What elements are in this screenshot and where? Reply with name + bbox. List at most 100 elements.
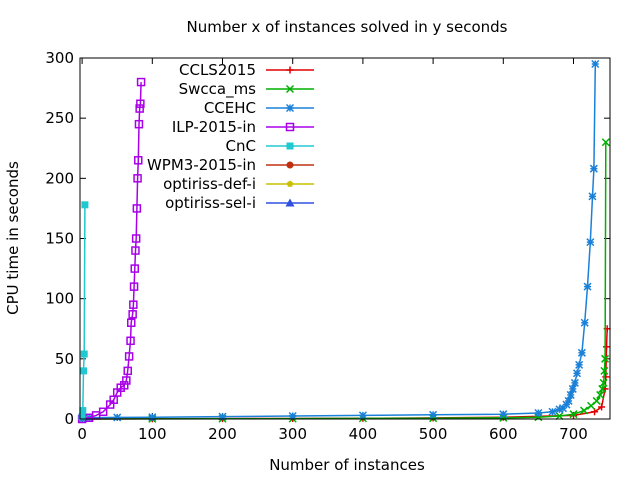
data-point: [129, 300, 138, 309]
data-point: [148, 413, 157, 422]
data-point: [122, 376, 131, 385]
legend-label: CCLS2015: [179, 61, 256, 79]
y-tick-label: 50: [55, 350, 74, 368]
legend-marker: [285, 103, 295, 113]
data-point: [499, 410, 508, 419]
legend-item: ILP-2015-in: [172, 118, 314, 136]
legend-marker: [286, 180, 294, 187]
data-point: [80, 350, 88, 358]
data-point: [132, 204, 142, 213]
legend-item: WPM3-2015-in: [147, 156, 314, 174]
x-tick-label: 0: [77, 425, 87, 443]
data-point: [136, 77, 146, 87]
axes: 0 100 200 300 400 500 600 700 0 50 100 150 200 250 300: [45, 49, 610, 443]
legend-label: WPM3-2015-in: [147, 156, 256, 174]
legend-item: Swcca_ms: [179, 80, 314, 99]
data-point: [598, 384, 607, 393]
y-tick-label: 100: [45, 290, 74, 308]
chart-title: Number x of instances solved in y second…: [187, 18, 508, 36]
data-point: [580, 318, 589, 327]
data-point: [572, 369, 582, 378]
data-point: [534, 408, 543, 418]
y-tick-label: 200: [45, 169, 74, 187]
plot-area: [77, 59, 611, 424]
data-point: [119, 381, 129, 390]
series-line: [82, 142, 607, 420]
data-point: [588, 192, 597, 201]
data-point: [288, 411, 297, 421]
data-point: [123, 366, 132, 376]
data-point: [575, 360, 584, 369]
data-point: [134, 156, 143, 165]
data-point: [601, 138, 610, 147]
x-tick-label: 400: [349, 425, 378, 443]
legend-marker: [285, 84, 295, 94]
y-tick-label: 250: [45, 109, 74, 127]
data-point: [98, 407, 108, 417]
legend-item: CCEHC: [204, 99, 314, 117]
data-point: [124, 352, 134, 361]
data-point: [80, 367, 88, 375]
legend-marker: [285, 122, 295, 132]
y-tick-label: 300: [45, 49, 74, 67]
legend-label: ILP-2015-in: [172, 118, 256, 136]
data-point: [564, 396, 573, 405]
data-point: [126, 336, 135, 346]
x-tick-label: 200: [208, 425, 237, 443]
data-point: [591, 59, 600, 69]
x-axis-label: Number of instances: [269, 456, 425, 474]
data-point: [602, 343, 610, 351]
data-point: [133, 174, 142, 183]
data-point: [569, 411, 577, 419]
series-4: [78, 201, 89, 421]
legend-marker: [286, 66, 294, 74]
data-point: [131, 246, 140, 255]
series-line: [81, 204, 86, 417]
data-point: [135, 104, 144, 113]
series-0: [78, 325, 611, 423]
data-point: [599, 378, 608, 387]
legend-label: optiriss-def-i: [163, 175, 256, 193]
legend-item: optiriss-sel-i: [165, 194, 314, 212]
series-line: [81, 63, 597, 420]
legend-label: CCEHC: [204, 99, 256, 117]
data-point: [589, 164, 598, 173]
data-point: [548, 407, 557, 416]
x-tick-label: 500: [419, 425, 448, 443]
data-point: [591, 408, 599, 416]
data-point: [601, 354, 610, 363]
x-tick-label: 700: [559, 425, 588, 443]
data-point: [134, 119, 144, 129]
data-point: [79, 407, 87, 415]
data-point: [130, 264, 140, 273]
series-3: [77, 77, 146, 424]
data-point: [131, 234, 141, 243]
legend-marker: [286, 142, 294, 150]
y-tick-label: 0: [64, 410, 74, 428]
series-2: [78, 59, 600, 424]
data-point: [129, 282, 139, 291]
data-point: [586, 238, 595, 247]
legend-marker: [286, 161, 294, 169]
data-point: [78, 413, 86, 421]
data-point: [566, 390, 575, 399]
x-tick-label: 300: [278, 425, 307, 443]
legend-item: CnC: [226, 137, 314, 155]
x-tick-label: 100: [138, 425, 167, 443]
plot-border: [79, 57, 611, 420]
legend: CCLS2015Swcca_msCCEHCILP-2015-inCnCWPM3-…: [147, 61, 314, 212]
legend-label: Swcca_ms: [179, 80, 257, 99]
data-point: [579, 406, 589, 415]
data-point: [570, 378, 579, 387]
data-point: [583, 282, 592, 291]
data-point: [577, 348, 586, 357]
data-point: [429, 410, 438, 419]
legend-item: CCLS2015: [179, 61, 314, 79]
x-tick-label: 600: [489, 425, 518, 443]
data-point: [569, 410, 578, 419]
data-point: [136, 99, 145, 108]
data-point: [568, 384, 577, 393]
legend-item: optiriss-def-i: [163, 175, 314, 193]
data-point: [592, 396, 601, 405]
